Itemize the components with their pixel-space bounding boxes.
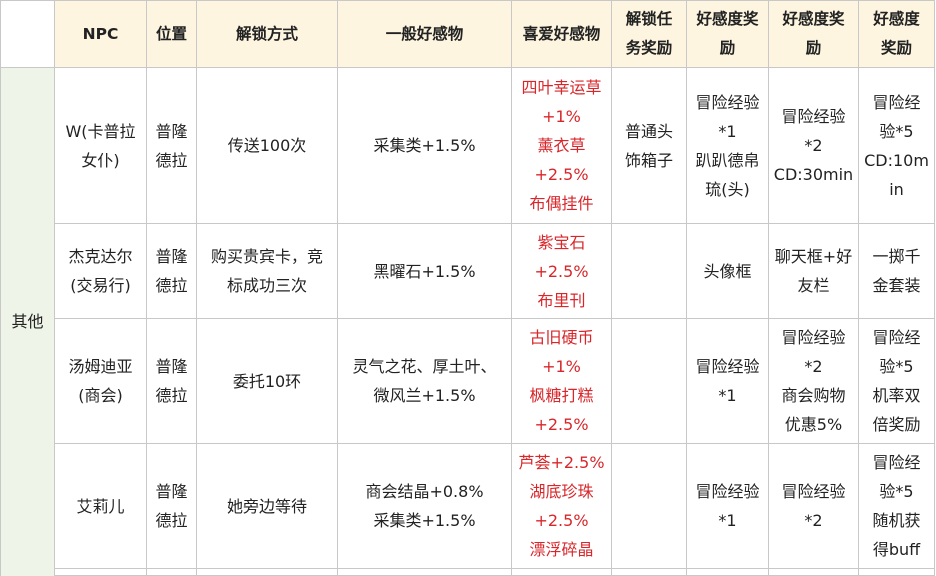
favor-reward-2-cell: 冒险经验 *2 <box>768 443 859 569</box>
unlock-task-reward-cell <box>611 223 687 319</box>
unlock-method-cell: 她旁边等待 <box>196 443 338 569</box>
unlock-method-cell: 购买贵宾卡，竞 标成功三次 <box>196 223 338 319</box>
favorite-gift-cell <box>511 568 612 576</box>
favor-reward-2-cell: 冒险经验 *2 CD:30min <box>768 67 859 224</box>
favorite-gift-cell: 芦荟+2.5% 湖底珍珠 +2.5% 漂浮碎晶 <box>511 443 612 569</box>
location-cell: 普隆 德拉 <box>146 318 197 444</box>
general-gift-cell: 灵气之花、厚土叶、 微风兰+1.5% <box>337 318 512 444</box>
favor-reward-2-cell: 冒险经验 *2 商会购物 优惠5% <box>768 318 859 444</box>
table-row: 汤姆迪亚 (商会) 普隆 德拉 委托10环 灵气之花、厚土叶、 微风兰+1.5%… <box>1 318 935 444</box>
table-row: 其他 W(卡普拉 女仆) 普隆 德拉 传送100次 采集类+1.5% 四叶幸运草… <box>0 67 935 576</box>
header-npc: NPC <box>54 0 147 68</box>
favor-reward-3-cell <box>858 568 935 576</box>
unlock-method-cell: 传送100次 <box>196 67 338 224</box>
favorite-gift-cell: 古旧硬币 +1% 枫糖打糕 +2.5% <box>511 318 612 444</box>
header-favor-reward-3: 好感度 奖励 <box>858 0 935 68</box>
unlock-task-reward-cell <box>611 568 687 576</box>
npc-cell: 艾莉儿 <box>54 443 147 569</box>
location-cell: 普隆 德拉 <box>146 223 197 319</box>
favor-reward-1-cell: 冒险经验 *1 趴趴德帛 琉(头) <box>686 67 769 224</box>
header-corner <box>0 0 55 68</box>
header-favorite-gift: 喜爱好感物 <box>511 0 612 68</box>
favor-reward-1-cell: 冒险经验 *1 <box>686 443 769 569</box>
unlock-task-reward-cell: 普通头 饰箱子 <box>611 67 687 224</box>
npc-cell: 杰克达尔 (交易行) <box>54 223 147 319</box>
table-row: 艾莉儿 普隆 德拉 她旁边等待 商会结晶+0.8% 采集类+1.5% 芦荟+2.… <box>1 443 935 569</box>
npc-cell: W(卡普拉 女仆) <box>54 67 147 224</box>
category-cell: 其他 <box>0 67 55 576</box>
npc-cell: 汤姆迪亚 (商会) <box>54 318 147 444</box>
general-gift-cell: 采集类+1.5% <box>337 67 512 224</box>
header-unlock-method: 解锁方式 <box>196 0 338 68</box>
header-unlock-task-reward: 解锁任 务奖励 <box>611 0 687 68</box>
header-location: 位置 <box>146 0 197 68</box>
general-gift-cell <box>337 568 512 576</box>
npc-cell <box>54 568 147 576</box>
location-cell <box>146 568 197 576</box>
table-row <box>1 568 935 576</box>
table-row: 杰克达尔 (交易行) 普隆 德拉 购买贵宾卡，竞 标成功三次 黑曜石+1.5% … <box>1 223 935 319</box>
favor-reward-2-cell <box>768 568 859 576</box>
favor-reward-2-cell: 聊天框+好 友栏 <box>768 223 859 319</box>
unlock-task-reward-cell <box>611 318 687 444</box>
general-gift-cell: 商会结晶+0.8% 采集类+1.5% <box>337 443 512 569</box>
favor-reward-1-cell: 头像框 <box>686 223 769 319</box>
favor-reward-3-cell: 冒险经 验*5 CD:10m in <box>858 67 935 224</box>
header-favor-reward-2: 好感度奖 励 <box>768 0 859 68</box>
general-gift-cell: 黑曜石+1.5% <box>337 223 512 319</box>
favor-reward-3-cell: 冒险经 验*5 机率双 倍奖励 <box>858 318 935 444</box>
favorite-gift-cell: 紫宝石 +2.5% 布里刊 <box>511 223 612 319</box>
header-row: NPC 位置 解锁方式 一般好感物 喜爱好感物 解锁任 务奖励 好感度奖 励 好… <box>0 0 935 68</box>
favor-reward-3-cell: 一掷千 金套装 <box>858 223 935 319</box>
unlock-method-cell: 委托10环 <box>196 318 338 444</box>
favorite-gift-cell: 四叶幸运草 +1% 薰衣草 +2.5% 布偶挂件 <box>511 67 612 224</box>
location-cell: 普隆 德拉 <box>146 67 197 224</box>
unlock-method-cell <box>196 568 338 576</box>
header-general-gift: 一般好感物 <box>337 0 512 68</box>
unlock-task-reward-cell <box>611 443 687 569</box>
header-favor-reward-1: 好感度奖 励 <box>686 0 769 68</box>
location-cell: 普隆 德拉 <box>146 443 197 569</box>
favor-reward-3-cell: 冒险经 验*5 随机获 得buff <box>858 443 935 569</box>
favor-reward-1-cell: 冒险经验 *1 <box>686 318 769 444</box>
favor-reward-1-cell <box>686 568 769 576</box>
